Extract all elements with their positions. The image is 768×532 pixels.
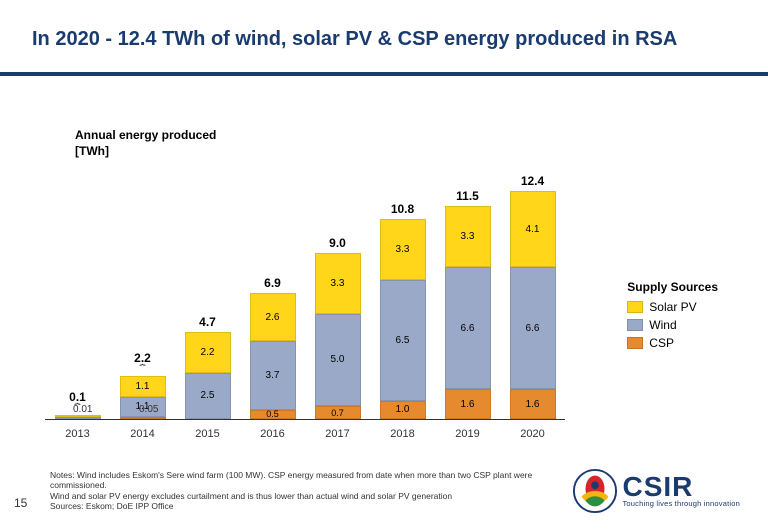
- x-labels: 2013 2014 2015 2016 2017 2018 2019 2020: [45, 428, 565, 440]
- brace-icon: ⏞: [140, 368, 146, 374]
- x-tick-label: 2014: [114, 428, 172, 440]
- bar-stack: 1.66.63.3: [445, 206, 491, 419]
- legend-item: CSP: [627, 336, 718, 350]
- bar-segment-csp: 1.0: [380, 401, 426, 420]
- x-tick-label: 2020: [504, 428, 562, 440]
- free-value-label: 0.01: [73, 404, 92, 415]
- slide: In 2020 - 12.4 TWh of wind, solar PV & C…: [0, 0, 768, 532]
- chart-subtitle: Annual energy produced [TWh]: [75, 128, 216, 159]
- slide-title: In 2020 - 12.4 TWh of wind, solar PV & C…: [32, 28, 748, 51]
- legend-swatch-icon: [627, 319, 643, 331]
- x-tick-label: 2015: [179, 428, 237, 440]
- csir-logo-icon: [572, 468, 618, 514]
- bar-stack: 0.53.72.6: [250, 293, 296, 419]
- bar-segment-wind: 6.5: [380, 280, 426, 400]
- bars-container: 0.1⏞2.2⏞1.11.14.72.52.26.90.53.72.69.00.…: [45, 160, 565, 419]
- x-tick-label: 2018: [374, 428, 432, 440]
- bar-total-label: 12.4: [521, 174, 544, 188]
- bar-segment-csp: 1.6: [510, 389, 556, 419]
- chart-subtitle-line1: Annual energy produced: [75, 128, 216, 144]
- bar-segment-solar_pv: 3.3: [315, 253, 361, 314]
- x-tick-label: 2016: [244, 428, 302, 440]
- bar-stack: 1.06.53.3: [380, 219, 426, 419]
- logo-tagline: Touching lives through innovation: [622, 499, 740, 508]
- bar-segment-csp: 1.6: [445, 389, 491, 419]
- bar-segment-wind: 3.7: [250, 341, 296, 409]
- x-axis: [45, 419, 565, 420]
- chart-area: 0.1⏞2.2⏞1.11.14.72.52.26.90.53.72.69.00.…: [45, 160, 565, 440]
- bar-segment-wind: 6.6: [445, 267, 491, 389]
- bar-stack: 1.66.64.1: [510, 191, 556, 419]
- legend: Supply Sources Solar PV Wind CSP: [627, 280, 718, 354]
- bar-group: 4.7 2.52.2: [179, 315, 237, 419]
- footnote-line-2: Wind and solar PV energy excludes curtai…: [50, 491, 538, 502]
- bar-stack: 2.52.2: [185, 332, 231, 419]
- logo-name: CSIR: [622, 474, 693, 499]
- bar-group: 12.4 1.66.64.1: [504, 174, 562, 419]
- logo: CSIR Touching lives through innovation: [572, 468, 740, 514]
- bar-group: 6.9 0.53.72.6: [244, 276, 302, 419]
- bar-group: 11.5 1.66.63.3: [439, 189, 497, 419]
- bar-segment-solar_pv: 2.6: [250, 293, 296, 341]
- legend-swatch-icon: [627, 301, 643, 313]
- legend-label: Solar PV: [649, 300, 696, 314]
- legend-label: CSP: [649, 336, 674, 350]
- bar-total-label: 0.1: [69, 390, 86, 404]
- bar-total-label: 6.9: [264, 276, 281, 290]
- x-tick-label: 2019: [439, 428, 497, 440]
- bar-total-label: 2.2: [134, 351, 151, 365]
- bar-total-label: 9.0: [329, 236, 346, 250]
- bar-segment-wind: 6.6: [510, 267, 556, 389]
- bar-segment-wind: 2.5: [185, 373, 231, 419]
- page-number: 15: [14, 496, 27, 510]
- bar-group: 10.8 1.06.53.3: [374, 202, 432, 419]
- legend-item: Solar PV: [627, 300, 718, 314]
- bar-segment-csp: 0.5: [250, 410, 296, 419]
- footnotes: Notes: Wind includes Eskom's Sere wind f…: [50, 470, 538, 513]
- title-rule: [0, 72, 768, 76]
- legend-items: Solar PV Wind CSP: [627, 300, 718, 350]
- bar-segment-solar_pv: 2.2: [185, 332, 231, 373]
- bar-segment-wind: 5.0: [315, 314, 361, 407]
- legend-item: Wind: [627, 318, 718, 332]
- legend-label: Wind: [649, 318, 676, 332]
- bar-group: 9.0 0.75.03.3: [309, 236, 367, 419]
- bar-total-label: 10.8: [391, 202, 414, 216]
- bar-total-label: 11.5: [456, 189, 479, 203]
- bar-total-label: 4.7: [199, 315, 216, 329]
- chart-subtitle-line2: [TWh]: [75, 144, 216, 160]
- legend-title: Supply Sources: [627, 280, 718, 294]
- bar-segment-solar_pv: 4.1: [510, 191, 556, 267]
- bar-segment-solar_pv: 1.1: [120, 376, 166, 396]
- legend-swatch-icon: [627, 337, 643, 349]
- bar-stack: 0.75.03.3: [315, 253, 361, 419]
- logo-text: CSIR Touching lives through innovation: [622, 474, 740, 508]
- x-tick-label: 2013: [49, 428, 107, 440]
- bar-segment-solar_pv: 3.3: [445, 206, 491, 267]
- free-value-label: 0.05: [139, 404, 158, 415]
- x-tick-label: 2017: [309, 428, 367, 440]
- bar-segment-csp: 0.7: [315, 406, 361, 419]
- footnote-line-1: Notes: Wind includes Eskom's Sere wind f…: [50, 470, 538, 491]
- footnote-line-3: Sources: Eskom; DoE IPP Office: [50, 501, 538, 512]
- bar-segment-solar_pv: 3.3: [380, 219, 426, 280]
